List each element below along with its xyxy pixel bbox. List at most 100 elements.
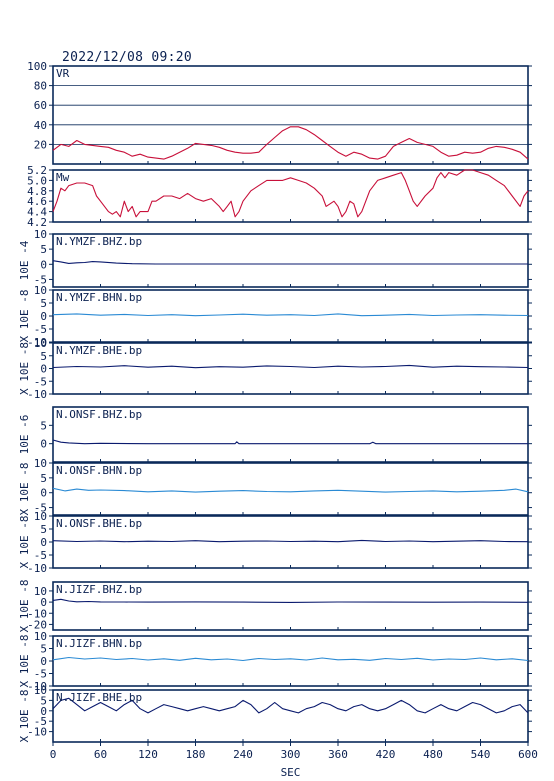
y-tick-label: -10 (27, 336, 47, 349)
x-tick-label: 120 (138, 748, 158, 761)
y-tick-label: 20 (34, 138, 47, 151)
panel-jizf-bhz (49, 581, 532, 631)
series-onsf-bhn (52, 487, 529, 493)
y-tick-label: 4.8 (27, 185, 47, 198)
y-tick-label: 0 (40, 536, 47, 549)
panel-label: N.JIZF.BHN.bp (56, 637, 142, 650)
series-onsf-bhz (52, 439, 528, 445)
y-tick-label: 5 (40, 643, 47, 656)
panel-mw (49, 169, 532, 223)
x-tick-label: 480 (423, 748, 443, 761)
y-unit-label: X 10E -8 (18, 290, 31, 343)
panel-ymzf-bhn (49, 289, 532, 343)
y-tick-label: 5 (40, 694, 47, 707)
y-tick-label: 60 (34, 99, 47, 112)
y-tick-label: -5 (34, 502, 47, 515)
y-tick-label: -10 (27, 680, 47, 693)
y-tick-label: 5 (40, 523, 47, 536)
y-tick-label: 10 (34, 337, 47, 350)
series-vr (52, 126, 529, 160)
series-onsf-bhe (52, 539, 529, 543)
y-tick-label: 0 (40, 596, 47, 609)
y-tick-label: 5 (40, 297, 47, 310)
series-mw (52, 169, 529, 218)
y-unit-label: X 10E -8 (18, 690, 31, 743)
panel-label: N.JIZF.BHZ.bp (56, 583, 142, 596)
y-tick-label: -10 (27, 562, 47, 575)
x-tick-label: 300 (281, 748, 301, 761)
y-tick-label: 4.2 (27, 216, 47, 229)
x-tick-label: 0 (50, 748, 57, 761)
panel-label: N.ONSF.BHN.bp (56, 464, 142, 477)
x-axis-label: SEC (281, 766, 301, 779)
y-tick-label: 10 (34, 510, 47, 523)
y-tick-label: -10 (27, 726, 47, 739)
y-tick-label: -5 (34, 323, 47, 336)
y-tick-label: -5 (34, 549, 47, 562)
y-tick-label: -5 (34, 715, 47, 728)
y-unit-label: X 10E -8 (18, 516, 31, 569)
panel-ymzf-bhz (49, 233, 532, 288)
y-tick-label: 0 (40, 438, 47, 451)
panel-label: N.YMZF.BHN.bp (56, 291, 142, 304)
panel-label: N.JIZF.BHE.bp (56, 691, 142, 704)
series-jizf-bhe (52, 697, 529, 714)
y-tick-label: 5.2 (27, 164, 47, 177)
y-tick-label: 0 (40, 655, 47, 668)
timestamp: 2022/12/08 09:20 (62, 50, 193, 65)
y-unit-label: X 10E -8 (18, 635, 31, 688)
y-tick-label: -20 (27, 618, 47, 631)
y-tick-label: 4.6 (27, 195, 47, 208)
panel-label: N.YMZF.BHZ.bp (56, 235, 142, 248)
panel-label: N.YMZF.BHE.bp (56, 344, 142, 357)
y-tick-label: 0 (40, 487, 47, 500)
x-tick-label: 180 (186, 748, 206, 761)
panel-vr (49, 65, 532, 165)
y-tick-label: 10 (34, 457, 47, 470)
series-ymzf-bhn (52, 313, 529, 317)
y-tick-label: 100 (27, 60, 47, 73)
x-tick-label: 360 (328, 748, 348, 761)
y-tick-label: 4.4 (27, 206, 47, 219)
y-tick-label: 5.0 (27, 174, 47, 187)
y-unit-label: X 10E -8 (18, 580, 31, 633)
x-tick-label: 60 (94, 748, 107, 761)
x-tick-label: 600 (518, 748, 538, 761)
y-tick-label: 5 (40, 419, 47, 432)
y-tick-label: 80 (34, 80, 47, 93)
y-tick-label: 10 (34, 228, 47, 241)
panel-frame (52, 65, 529, 165)
y-tick-label: 40 (34, 119, 47, 132)
y-unit-label: 10E -4 (18, 240, 31, 280)
panel-jizf-bhn (49, 635, 532, 687)
y-unit-label: 10E -6 (18, 415, 31, 455)
y-tick-label: -5 (34, 668, 47, 681)
y-tick-label: 0 (40, 363, 47, 376)
panel-onsf-bhe (49, 515, 532, 569)
series-jizf-bhz (52, 598, 529, 603)
y-tick-label: 5 (40, 350, 47, 363)
panel-label: N.ONSF.BHZ.bp (56, 408, 142, 421)
y-tick-label: 0 (40, 310, 47, 323)
series-ymzf-bhe (52, 364, 529, 369)
panel-ymzf-bhe (49, 342, 532, 395)
panel-label: VR (56, 67, 70, 80)
y-tick-label: 0 (40, 258, 47, 271)
y-tick-label: 10 (34, 630, 47, 643)
y-unit-label: X 10E -8 (18, 342, 31, 395)
x-tick-label: 420 (376, 748, 396, 761)
panel-onsf-bhz (49, 406, 532, 463)
x-tick-label: 540 (471, 748, 491, 761)
y-tick-label: 5 (40, 472, 47, 485)
y-tick-label: 10 (34, 585, 47, 598)
y-tick-label: 10 (34, 684, 47, 697)
y-tick-label: -5 (34, 273, 47, 286)
y-tick-label: 10 (34, 284, 47, 297)
panel-label: N.ONSF.BHE.bp (56, 517, 142, 530)
y-tick-label: -5 (34, 375, 47, 388)
y-tick-label: -10 (27, 388, 47, 401)
panel-label: Mw (56, 171, 70, 184)
x-tick-label: 240 (233, 748, 253, 761)
y-tick-label: 5 (40, 243, 47, 256)
